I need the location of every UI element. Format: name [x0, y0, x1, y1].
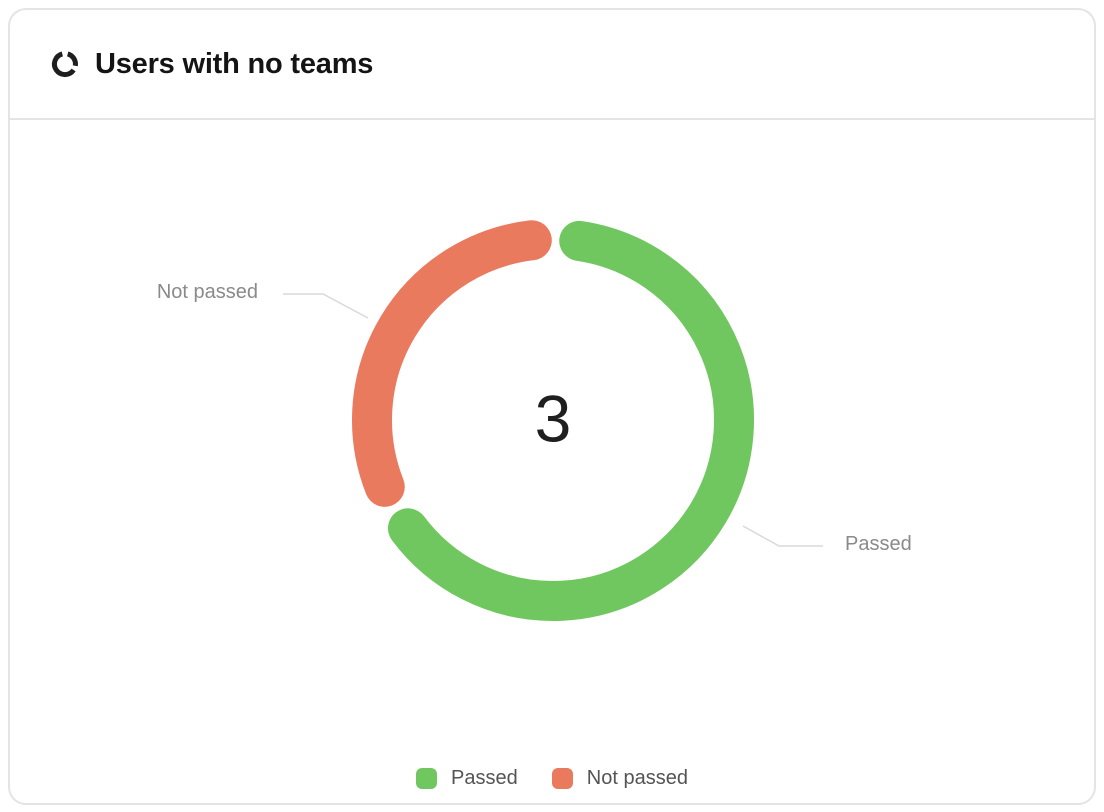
legend-swatch-passed [416, 768, 438, 789]
label-line-passed [742, 525, 823, 547]
chart-legend: Passed Not passed [10, 767, 1094, 790]
legend-item-not-passed[interactable]: Not passed [551, 767, 688, 790]
donut-center-value: 3 [534, 381, 572, 456]
legend-item-passed[interactable]: Passed [416, 767, 518, 790]
chart-area: Not passed Passed 3 Passed Not passed [10, 120, 1094, 801]
legend-label-not-passed: Not passed [586, 767, 688, 789]
legend-label-passed: Passed [451, 767, 518, 789]
donut-chart [283, 220, 823, 621]
callout-label-not-passed: Not passed [156, 281, 258, 303]
label-line-not-passed [283, 293, 369, 319]
donut-segment-passed[interactable] [387, 220, 754, 621]
legend-swatch-not-passed [551, 768, 573, 789]
users-with-no-teams-card: Users with no teams Not passed Passed 3 … [8, 8, 1096, 805]
callout-label-passed: Passed [845, 533, 912, 555]
donut-chart-icon [51, 51, 78, 78]
donut-segment-not-passed[interactable] [352, 220, 552, 507]
card-title: Users with no teams [95, 47, 374, 80]
card-header: Users with no teams [10, 10, 1094, 120]
